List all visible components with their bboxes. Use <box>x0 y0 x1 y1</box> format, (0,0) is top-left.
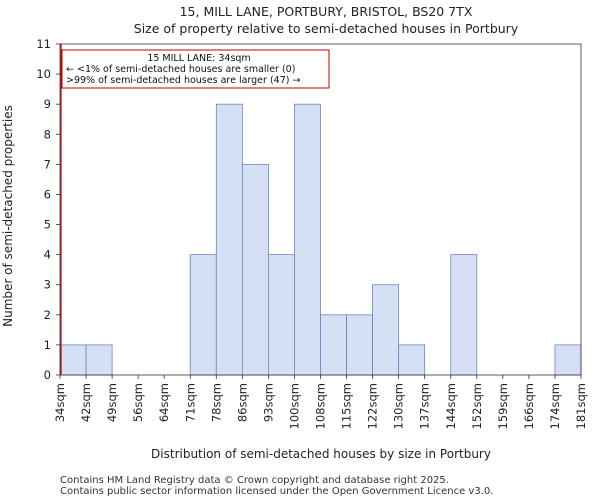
bar-122sqm <box>372 284 400 376</box>
bars-group <box>59 103 582 376</box>
x-tick-label: 78sqm <box>209 383 223 422</box>
y-tick-label: 0 <box>44 368 51 382</box>
x-tick-label: 174sqm <box>548 383 562 429</box>
x-ticks-group: 34sqm 42sqm 49sqm 56sqm 64sqm 71sqm 78sqm 86sqm… <box>53 375 588 429</box>
y-tick-label: 3 <box>44 278 51 292</box>
y-tick-label: 10 <box>36 67 51 81</box>
footer-line-1: Contains HM Land Registry data © Crown c… <box>60 475 449 486</box>
x-tick-label: 56sqm <box>131 383 145 422</box>
annotation-box: 15 MILL LANE: 34sqm ← <1% of semi-detach… <box>61 49 330 89</box>
bar-144sqm <box>450 254 478 376</box>
y-axis-label: Number of semi-detached properties <box>1 105 15 327</box>
y-tick-label: 4 <box>44 248 51 262</box>
bar-42sqm <box>85 344 113 376</box>
bar-115sqm <box>346 314 373 376</box>
x-tick-label: 93sqm <box>261 383 275 422</box>
x-tick-label: 122sqm <box>366 383 380 429</box>
y-tick-label: 11 <box>36 37 51 51</box>
bar-130sqm <box>398 344 426 376</box>
plot-frame <box>59 43 582 376</box>
annotation-line-3: >99% of semi-detached houses are larger … <box>66 75 300 86</box>
x-tick-label: 181sqm <box>574 383 588 429</box>
bar-93sqm <box>267 254 295 376</box>
x-tick-label: 115sqm <box>340 383 354 429</box>
bar-174sqm <box>554 344 582 376</box>
x-tick-label: 71sqm <box>183 383 197 422</box>
x-tick-label: 49sqm <box>105 383 119 422</box>
y-tick-label: 5 <box>44 218 51 232</box>
x-tick-label: 159sqm <box>496 383 510 429</box>
x-tick-label: 166sqm <box>522 383 536 429</box>
bar-86sqm <box>241 163 269 376</box>
bar-100sqm <box>294 103 321 376</box>
bar-71sqm <box>189 254 217 376</box>
chart-title: 15, MILL LANE, PORTBURY, BRISTOL, BS20 7… <box>180 4 473 19</box>
bar-34sqm <box>59 344 87 376</box>
x-axis-label: Distribution of semi-detached houses by … <box>151 447 491 461</box>
annotation-line-2: ← <1% of semi-detached houses are smalle… <box>66 64 295 75</box>
annotation-border <box>61 49 330 89</box>
x-tick-label: 152sqm <box>470 383 484 429</box>
y-tick-label: 6 <box>44 187 51 201</box>
y-ticks-group: 0 1 2 3 4 5 6 7 8 9 10 11 <box>36 37 60 382</box>
x-tick-label: 130sqm <box>392 383 406 429</box>
annotation-line-1: 15 MILL LANE: 34sqm <box>147 53 250 64</box>
bar-108sqm <box>320 314 347 376</box>
x-tick-label: 108sqm <box>314 383 328 429</box>
y-tick-label: 8 <box>44 127 51 141</box>
y-tick-label: 2 <box>44 308 51 322</box>
x-tick-label: 86sqm <box>235 383 249 422</box>
y-tick-label: 1 <box>44 338 51 352</box>
y-tick-label: 9 <box>44 97 51 111</box>
x-tick-label: 34sqm <box>53 383 67 422</box>
x-tick-label: 64sqm <box>157 383 171 422</box>
x-tick-label: 42sqm <box>79 383 93 422</box>
chart-subtitle: Size of property relative to semi-detach… <box>134 21 519 36</box>
y-tick-label: 7 <box>44 157 51 171</box>
x-tick-label: 144sqm <box>444 383 458 429</box>
bar-78sqm <box>215 103 243 376</box>
x-tick-label: 100sqm <box>287 383 301 429</box>
x-tick-label: 137sqm <box>418 383 432 429</box>
footer-line-2: Contains public sector information licen… <box>60 486 493 497</box>
